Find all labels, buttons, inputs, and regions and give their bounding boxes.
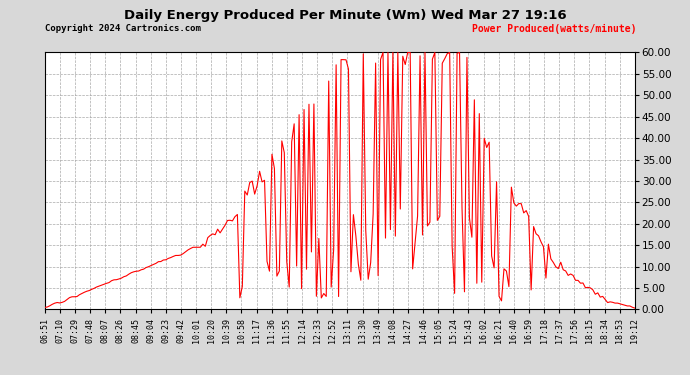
Text: Daily Energy Produced Per Minute (Wm) Wed Mar 27 19:16: Daily Energy Produced Per Minute (Wm) We… <box>124 9 566 22</box>
Text: Copyright 2024 Cartronics.com: Copyright 2024 Cartronics.com <box>45 24 201 33</box>
Text: Power Produced(watts/minute): Power Produced(watts/minute) <box>472 24 636 34</box>
